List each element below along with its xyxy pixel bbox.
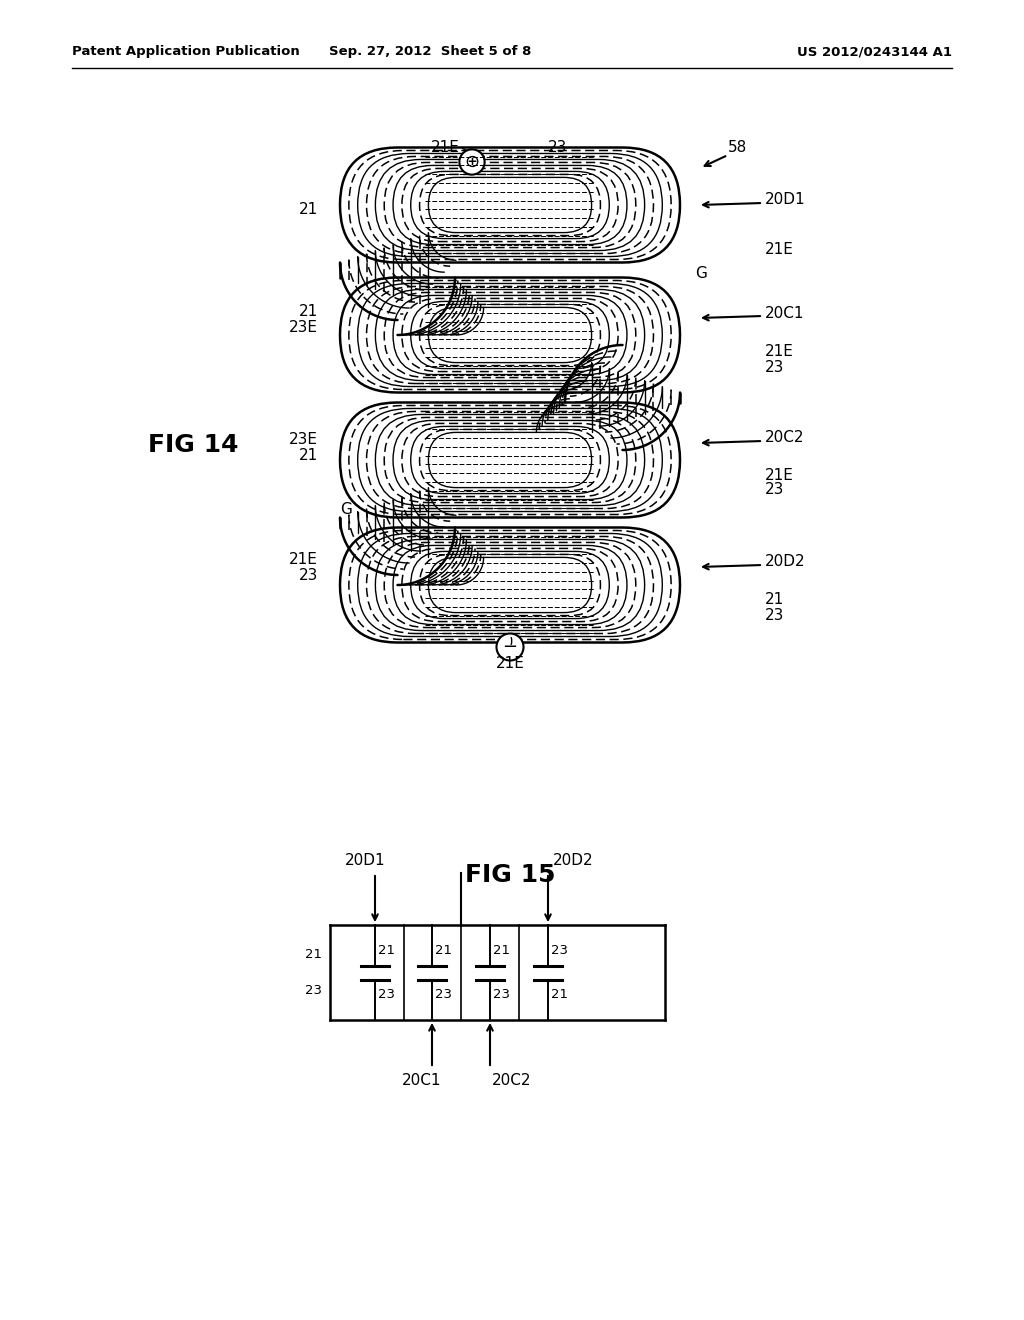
Text: 20D2: 20D2: [765, 554, 806, 569]
Text: 21: 21: [435, 944, 452, 957]
Text: −: −: [503, 638, 517, 656]
Text: FIG 15: FIG 15: [465, 863, 555, 887]
Text: 21: 21: [765, 593, 784, 607]
Text: 20C1: 20C1: [402, 1073, 441, 1088]
Text: 21: 21: [378, 944, 395, 957]
Text: 23: 23: [305, 985, 322, 998]
Text: 20D1: 20D1: [765, 193, 806, 207]
Text: Patent Application Publication: Patent Application Publication: [72, 45, 300, 58]
Text: 23: 23: [548, 140, 567, 156]
Text: FIG 14: FIG 14: [148, 433, 239, 457]
Text: 21E: 21E: [765, 467, 794, 483]
Text: G: G: [340, 503, 352, 517]
Text: 21E: 21E: [431, 140, 460, 156]
Text: 21E: 21E: [765, 345, 794, 359]
Text: 23: 23: [435, 989, 452, 1002]
Text: US 2012/0243144 A1: US 2012/0243144 A1: [797, 45, 952, 58]
Text: 23: 23: [765, 360, 784, 375]
Text: 20D1: 20D1: [345, 853, 386, 869]
Text: 21E: 21E: [289, 553, 318, 568]
Text: 23: 23: [551, 944, 568, 957]
Text: 21: 21: [299, 449, 318, 463]
Text: 21: 21: [299, 305, 318, 319]
Text: 23: 23: [378, 989, 395, 1002]
Text: 21: 21: [299, 202, 318, 218]
Text: 21E: 21E: [496, 656, 524, 671]
Text: 23: 23: [765, 609, 784, 623]
Text: 20C2: 20C2: [765, 430, 805, 446]
Text: 20C1: 20C1: [765, 305, 805, 321]
Text: 23: 23: [765, 483, 784, 498]
Text: 23E: 23E: [289, 321, 318, 335]
Text: 23: 23: [493, 989, 510, 1002]
Text: 20C2: 20C2: [492, 1073, 531, 1088]
Text: 20D2: 20D2: [553, 853, 594, 869]
Text: 21: 21: [551, 989, 568, 1002]
Text: Sep. 27, 2012  Sheet 5 of 8: Sep. 27, 2012 Sheet 5 of 8: [329, 45, 531, 58]
Text: G: G: [695, 265, 707, 281]
Text: ⊕: ⊕: [465, 153, 479, 172]
Text: 23E: 23E: [289, 433, 318, 447]
Text: 58: 58: [728, 140, 748, 156]
Text: 21E: 21E: [765, 243, 794, 257]
Text: 23: 23: [299, 569, 318, 583]
Text: 21: 21: [493, 944, 510, 957]
Text: 21: 21: [305, 948, 322, 961]
